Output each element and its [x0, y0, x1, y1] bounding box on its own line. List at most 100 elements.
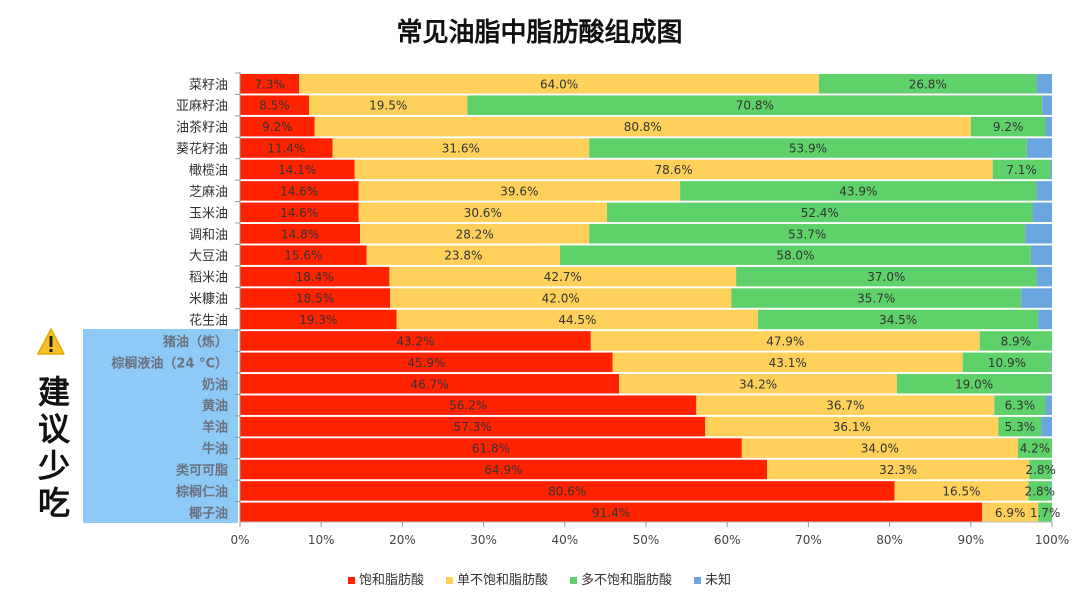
category-label: 大豆油 [189, 249, 228, 264]
bar-sat [240, 481, 895, 501]
x-tick-label: 90% [957, 533, 984, 547]
data-label: 43.9% [839, 184, 877, 198]
data-label: 42.0% [542, 292, 580, 306]
data-label: 56.2% [449, 399, 487, 413]
x-tick-label: 20% [389, 533, 416, 547]
x-tick-label: 50% [633, 533, 660, 547]
bar-sat [240, 74, 300, 94]
data-label: 19.3% [299, 313, 337, 327]
bar-mono [396, 309, 759, 330]
bar-sat [240, 331, 591, 351]
data-label: 43.1% [769, 356, 807, 370]
bar-poly [467, 95, 1043, 115]
data-label: 19.0% [955, 377, 993, 391]
data-label: 16.5% [942, 484, 980, 498]
data-label: 6.9% [995, 506, 1026, 520]
data-label: 53.7% [788, 227, 826, 241]
bar-unknown [1051, 481, 1052, 501]
bar-poly [962, 352, 1052, 373]
bar-unknown [1030, 245, 1052, 265]
category-label: 牛油 [202, 441, 228, 457]
legend-item-unknown: 未知 [694, 569, 731, 588]
data-label: 64.9% [484, 463, 522, 477]
legend: 饱和脂肪酸 单不饱和脂肪酸 多不饱和脂肪酸 未知 [0, 569, 1079, 588]
bar-unknown [1051, 374, 1052, 394]
bar-mono [612, 352, 963, 373]
data-label: 15.6% [284, 249, 322, 263]
data-label: 1.7% [1030, 506, 1061, 520]
legend-swatch [570, 577, 577, 584]
data-label: 9.2% [262, 120, 293, 134]
category-label: 稻米油 [189, 271, 228, 286]
bar-mono [354, 159, 993, 180]
bar-poly [1028, 481, 1052, 501]
data-label: 45.9% [407, 356, 445, 370]
data-label: 53.9% [789, 142, 827, 156]
bar-poly [994, 395, 1046, 415]
bar-mono [390, 288, 732, 308]
bar-poly [1029, 459, 1052, 480]
data-label: 7.1% [1006, 163, 1037, 177]
bar-unknown [1045, 116, 1052, 137]
data-label: 35.7% [857, 292, 895, 306]
data-label: 30.6% [464, 206, 502, 220]
bar-poly [736, 266, 1037, 287]
bar-poly [998, 416, 1042, 437]
legend-label: 未知 [705, 573, 732, 588]
chart-title: 常见油脂中脂肪酸组成图 [396, 18, 683, 48]
data-label: 70.8% [736, 99, 774, 113]
data-label: 37.0% [867, 270, 905, 284]
highlight-box [83, 329, 238, 523]
category-label: 芝麻油 [189, 184, 228, 200]
bar-mono [741, 438, 1018, 458]
data-label: 26.8% [909, 77, 947, 91]
category-label: 黄油 [202, 398, 228, 414]
bar-sat [240, 502, 983, 523]
data-label: 34.2% [739, 377, 777, 391]
data-label: 43.2% [396, 334, 434, 348]
data-label: 18.5% [296, 292, 334, 306]
bar-sat [240, 309, 397, 330]
x-tick-label: 70% [795, 533, 822, 547]
bar-poly [758, 309, 1039, 330]
category-label: 米糠油 [189, 291, 228, 307]
legend-item-sat: 饱和脂肪酸 [347, 569, 424, 588]
bar-unknown [1036, 181, 1052, 201]
bar-mono [299, 74, 819, 94]
bar-mono [619, 374, 897, 394]
data-label: 61.8% [472, 442, 510, 456]
legend-swatch [347, 577, 355, 584]
data-label: 9.2% [993, 120, 1024, 134]
x-tick-label: 100% [1035, 533, 1069, 547]
bar-mono [309, 95, 468, 115]
bar-unknown [1050, 159, 1052, 180]
data-label: 10.9% [988, 356, 1026, 370]
bar-unknown [1021, 288, 1052, 308]
data-label: 52.4% [801, 206, 839, 220]
data-label: 14.6% [280, 184, 318, 198]
x-tick-label: 40% [551, 533, 578, 547]
data-label: 80.6% [548, 484, 586, 498]
data-label: 31.6% [442, 142, 480, 156]
data-label: 18.4% [296, 270, 334, 284]
bar-poly [1038, 502, 1052, 523]
advice-text: 建议少吃 [37, 373, 70, 522]
data-label: 7.3% [254, 77, 285, 91]
bar-mono [696, 395, 995, 415]
bar-sat [240, 245, 367, 265]
bar-poly [731, 288, 1022, 308]
bar-poly [680, 181, 1037, 201]
data-label: 47.9% [766, 334, 804, 348]
legend-label: 多不饱和脂肪酸 [581, 573, 673, 588]
category-label: 菜籽油 [189, 78, 228, 93]
category-label: 花生油 [189, 312, 228, 328]
bar-unknown [1025, 224, 1052, 244]
bar-unknown [1032, 202, 1052, 223]
legend-swatch [445, 577, 453, 584]
category-label: 椰子油 [189, 505, 228, 521]
data-label: 34.0% [861, 442, 899, 456]
category-label: 调和油 [189, 228, 228, 243]
bar-unknown [1036, 74, 1052, 94]
bar-sat [240, 374, 620, 394]
